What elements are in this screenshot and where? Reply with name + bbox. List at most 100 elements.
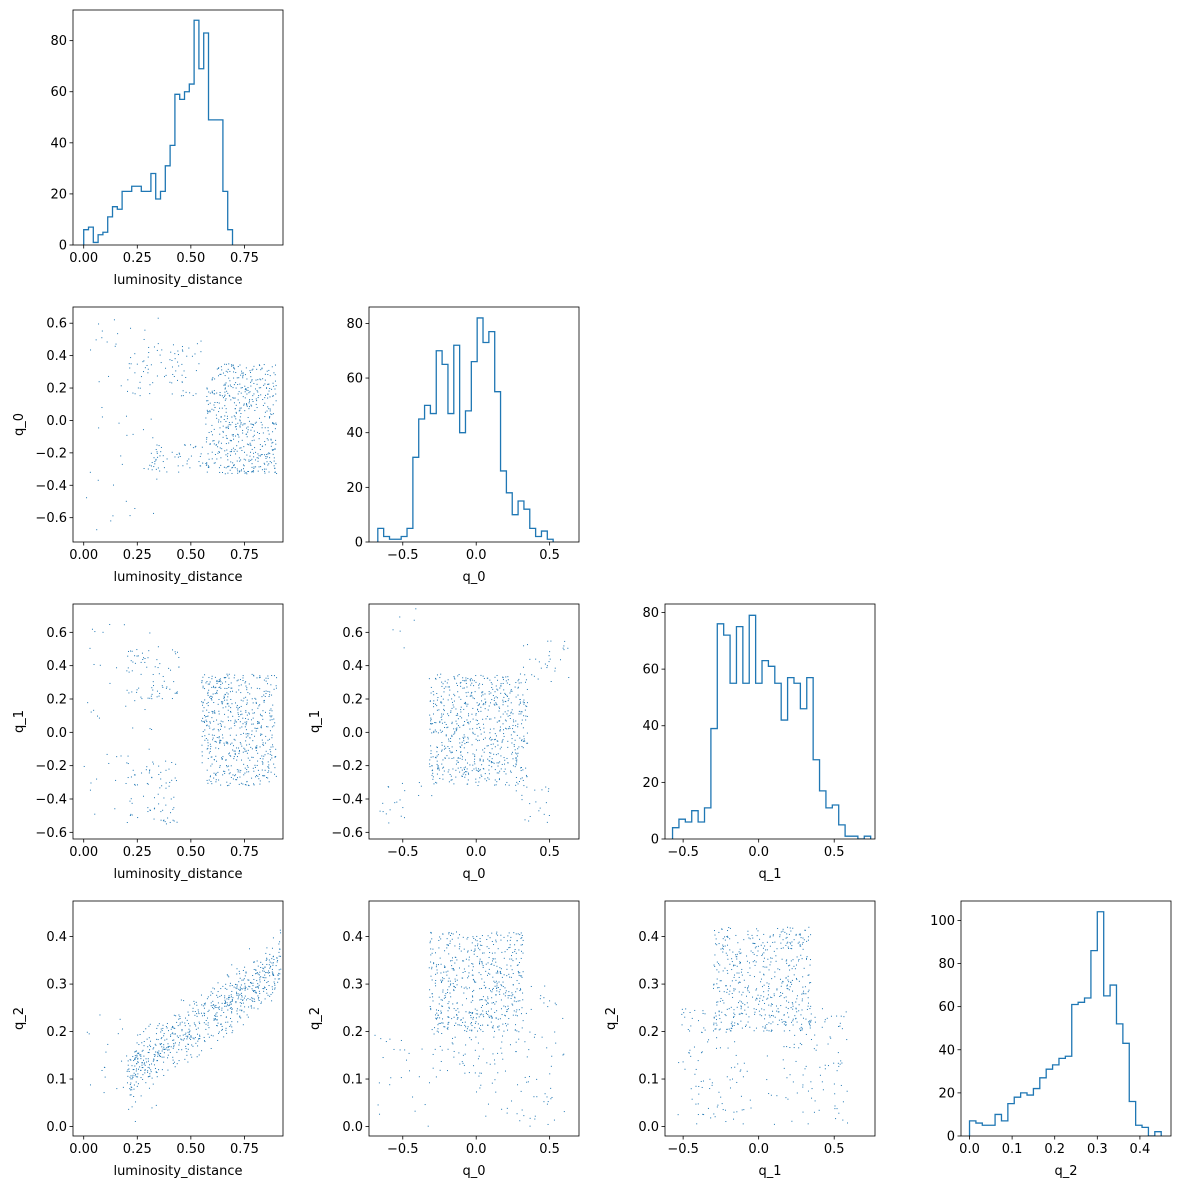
- scatter-point: [460, 685, 462, 687]
- scatter-point: [163, 1056, 165, 1058]
- scatter-point: [226, 699, 228, 701]
- scatter-point: [228, 377, 230, 379]
- scatter-point: [430, 954, 432, 956]
- scatter-point: [128, 650, 129, 652]
- scatter-point: [253, 467, 255, 469]
- scatter-point: [225, 742, 227, 744]
- scatter-point: [498, 772, 500, 774]
- scatter-point: [241, 996, 243, 998]
- scatter-point: [713, 983, 715, 985]
- scatter-point: [207, 739, 209, 741]
- scatter-point: [502, 677, 504, 679]
- scatter-point: [235, 412, 237, 414]
- scatter-point: [136, 1063, 138, 1065]
- scatter-point: [522, 701, 524, 703]
- scatter-point: [563, 1111, 565, 1113]
- scatter-point: [201, 701, 203, 703]
- scatter-point: [506, 682, 508, 684]
- scatter-point: [836, 1108, 838, 1110]
- scatter-point: [467, 721, 469, 723]
- scatter-point: [443, 997, 445, 999]
- scatter-point: [546, 667, 548, 669]
- scatter-point: [467, 936, 469, 938]
- scatter-point: [792, 1024, 794, 1026]
- scatter-point: [731, 969, 733, 971]
- scatter-point: [482, 767, 484, 769]
- scatter-point: [481, 700, 483, 702]
- scatter-point: [725, 1031, 727, 1033]
- scatter-point: [204, 688, 206, 690]
- scatter-point: [469, 728, 471, 730]
- scatter-point: [195, 393, 197, 395]
- scatter-point: [475, 749, 477, 751]
- scatter-point: [763, 973, 765, 975]
- scatter-point: [507, 700, 509, 702]
- scatter-point: [220, 421, 222, 423]
- scatter-point: [222, 425, 224, 427]
- axes-frame: [368, 900, 580, 1137]
- scatter-point: [268, 433, 270, 435]
- scatter-point: [431, 732, 433, 734]
- scatter-point: [239, 470, 241, 472]
- scatter-point: [495, 961, 497, 963]
- scatter-point: [516, 988, 518, 990]
- scatter-point: [742, 991, 744, 993]
- scatter-point: [473, 989, 475, 991]
- scatter-point: [268, 471, 270, 473]
- scatter-point: [492, 1002, 494, 1004]
- scatter-point: [507, 762, 509, 764]
- scatter-point: [521, 934, 523, 936]
- scatter-point: [713, 1017, 715, 1019]
- scatter-point: [463, 738, 465, 740]
- scatter-point: [253, 393, 255, 395]
- scatter-point: [259, 783, 261, 785]
- scatter-point: [713, 1016, 715, 1018]
- scatter-point: [452, 704, 454, 706]
- scatter-point: [436, 709, 438, 711]
- scatter-point: [201, 680, 203, 682]
- scatter-point: [234, 674, 236, 676]
- scatter-point: [455, 1009, 457, 1011]
- scatter-point: [261, 733, 263, 735]
- scatter-point: [248, 392, 250, 394]
- scatter-point: [179, 455, 181, 457]
- scatter-point: [152, 681, 154, 683]
- scatter-point: [130, 1082, 132, 1084]
- scatter-point: [546, 1096, 548, 1098]
- scatter-point: [800, 1026, 802, 1028]
- scatter-point: [454, 732, 456, 734]
- scatter-point: [264, 974, 266, 976]
- scatter-point: [466, 762, 468, 764]
- scatter-point: [724, 1014, 726, 1016]
- scatter-point: [206, 438, 208, 440]
- scatter-point: [254, 961, 256, 963]
- scatter-point: [152, 1060, 154, 1062]
- scatter-point: [768, 969, 770, 971]
- scatter-point: [496, 740, 498, 742]
- scatter-point: [789, 1047, 791, 1049]
- scatter-point: [760, 981, 762, 983]
- scatter-point: [244, 966, 246, 968]
- scatter-point: [258, 990, 260, 992]
- scatter-point: [242, 979, 244, 981]
- scatter-point: [218, 1031, 220, 1033]
- scatter-point: [506, 1107, 508, 1109]
- scatter-point: [511, 955, 512, 957]
- scatter-point: [271, 971, 273, 973]
- scatter-point: [146, 766, 148, 768]
- scatter-point: [475, 769, 477, 771]
- scatter-point: [249, 759, 251, 761]
- scatter-point: [489, 718, 491, 720]
- scatter-point: [263, 679, 265, 681]
- scatter-point: [470, 1021, 472, 1023]
- scatter-point: [238, 769, 240, 771]
- scatter-point: [783, 1067, 785, 1069]
- scatter-point: [128, 1108, 130, 1110]
- scatter-point: [241, 979, 243, 981]
- scatter-point: [278, 972, 280, 974]
- scatter-point: [268, 452, 270, 454]
- scatter-point: [725, 985, 727, 987]
- scatter-point: [517, 755, 519, 757]
- scatter-point: [244, 1006, 246, 1008]
- scatter-point: [524, 674, 526, 676]
